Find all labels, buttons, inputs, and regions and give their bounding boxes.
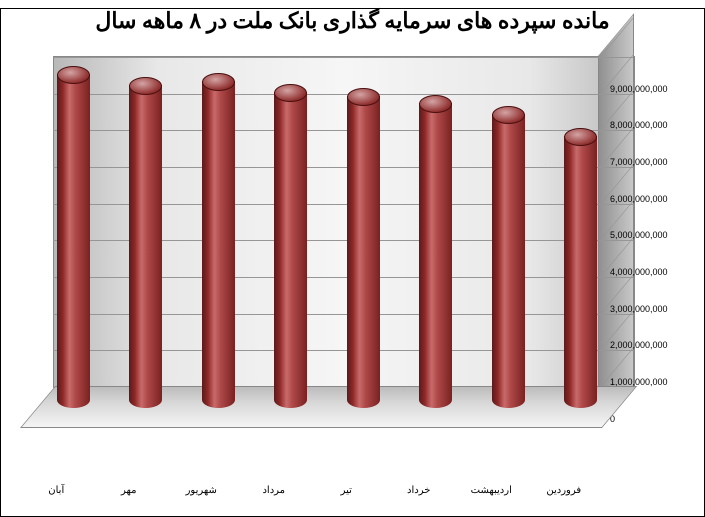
- y-axis-label: 4,000,000,000: [610, 267, 705, 277]
- bar-cylinder: [57, 66, 90, 408]
- bar-slot: [545, 128, 618, 408]
- bar-slot: [327, 88, 400, 408]
- y-axis-label: 9,000,000,000: [610, 84, 705, 94]
- bars-container: [37, 68, 617, 408]
- bar-cylinder: [129, 77, 162, 408]
- chart: 01,000,000,0002,000,000,0003,000,000,000…: [0, 58, 705, 513]
- bar-cylinder: [202, 73, 235, 408]
- y-axis-label: 2,000,000,000: [610, 340, 705, 350]
- y-axis-label: 5,000,000,000: [610, 230, 705, 240]
- y-axis-label: 6,000,000,000: [610, 194, 705, 204]
- bar-slot: [37, 66, 110, 408]
- bar-slot: [182, 73, 255, 408]
- y-axis-label: 7,000,000,000: [610, 157, 705, 167]
- bar-cylinder: [564, 128, 597, 408]
- bar-slot: [472, 106, 545, 408]
- plot-area: 01,000,000,0002,000,000,0003,000,000,000…: [20, 58, 600, 458]
- bar-slot: [110, 77, 183, 408]
- chart-title: مانده سپرده های سرمایه گذاری بانک ملت در…: [0, 8, 705, 34]
- y-axis-label: 0: [610, 414, 705, 424]
- bar-cylinder: [347, 88, 380, 408]
- gridline: [53, 57, 633, 58]
- bar-slot: [400, 95, 473, 408]
- bar-cylinder: [419, 95, 452, 408]
- bar-cylinder: [274, 84, 307, 408]
- y-axis-label: 8,000,000,000: [610, 120, 705, 130]
- bar-cylinder: [492, 106, 525, 408]
- y-axis-label: 3,000,000,000: [610, 304, 705, 314]
- bar-slot: [255, 84, 328, 408]
